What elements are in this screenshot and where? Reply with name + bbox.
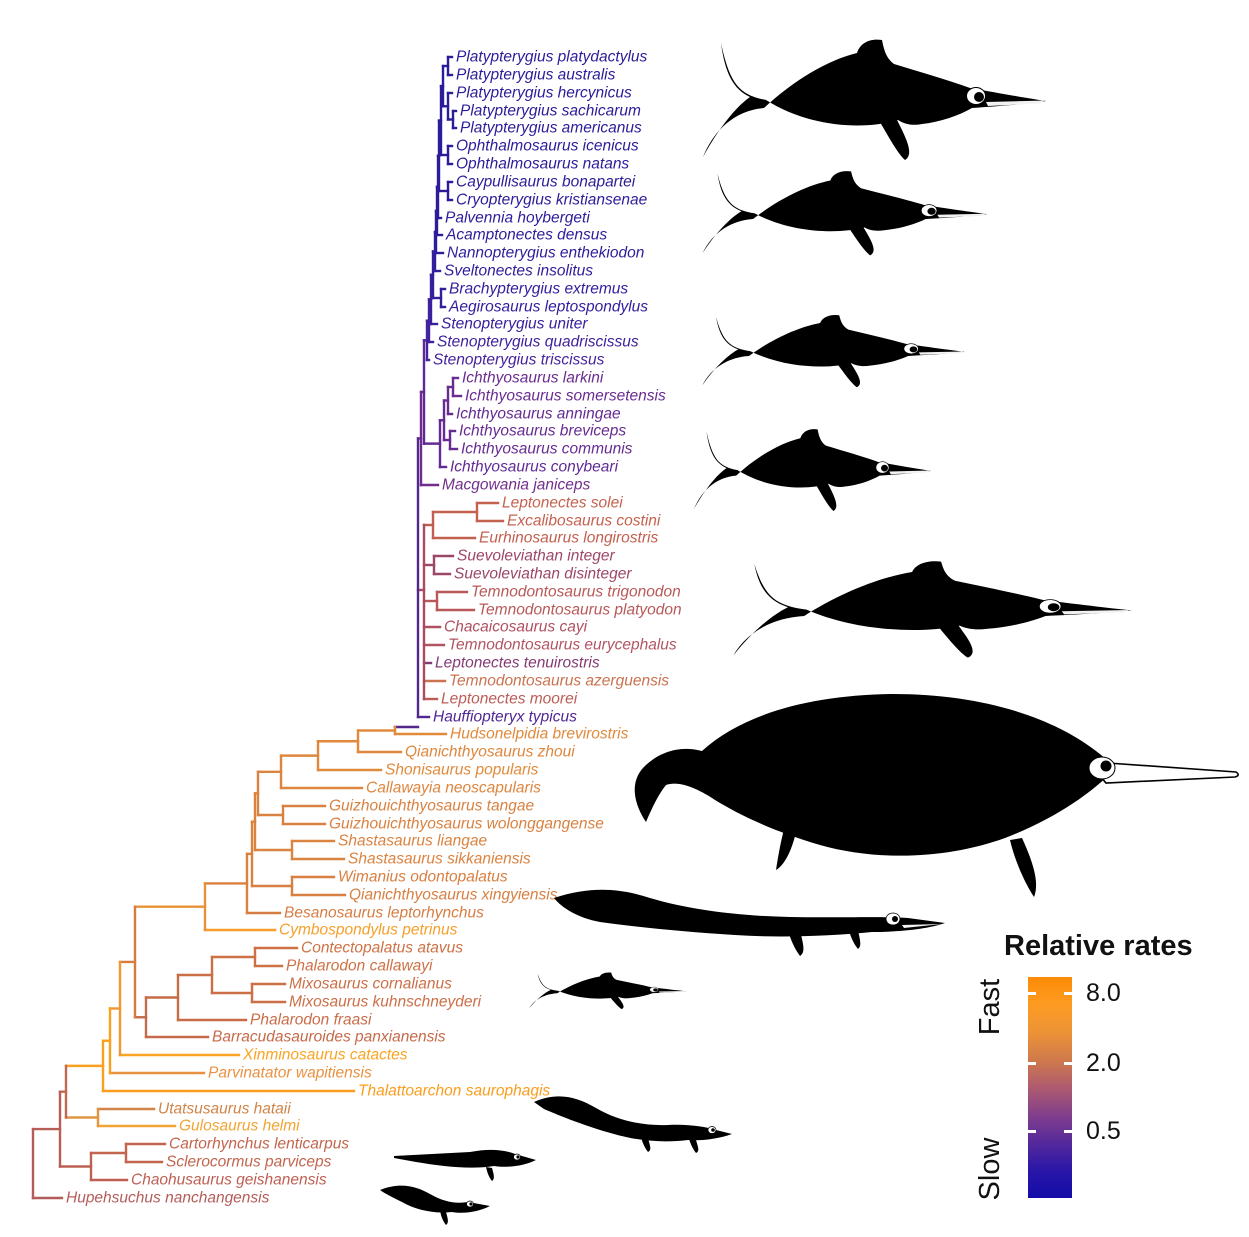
taxon-label: Acamptonectes densus	[445, 227, 607, 244]
taxon-label: Platypterygius platydactylus	[456, 49, 648, 66]
taxon-label: Ichthyosaurus breviceps	[459, 423, 626, 440]
ophthalmosaurus-silhouette	[702, 170, 988, 256]
taxon-label: Leptonectes solei	[502, 495, 623, 512]
taxon-label: Temnodontosaurus eurycephalus	[448, 637, 677, 654]
taxon-label: Barracudasauroides panxianensis	[212, 1029, 446, 1046]
taxon-label: Temnodontosaurus platyodon	[478, 602, 682, 619]
taxon-label: Callawayia neoscapularis	[366, 780, 541, 797]
taxon-label: Contectopalatus atavus	[301, 940, 463, 957]
taxon-label: Sveltonectes insolitus	[444, 263, 593, 280]
legend-tick-value: 0.5	[1086, 1117, 1121, 1145]
mixosaurus-silhouette	[529, 972, 687, 1010]
taxon-label: Excalibosaurus costini	[507, 513, 661, 530]
taxon-label: Stenopterygius uniter	[441, 316, 588, 333]
taxon-label: Suevoleviathan integer	[457, 548, 616, 565]
sclerocormus-silhouette	[394, 1149, 536, 1181]
legend-tick-mark	[1064, 1129, 1072, 1133]
platypterygius-silhouette	[702, 39, 1047, 161]
taxon-label: Phalarodon fraasi	[250, 1012, 372, 1029]
taxon-label: Hupehsuchus nanchangensis	[66, 1190, 270, 1207]
taxon-label: Nannopterygius enthekiodon	[447, 245, 644, 262]
temnodontosaurus-silhouette	[732, 560, 1132, 659]
taxon-label: Macgowania janiceps	[442, 477, 590, 494]
taxon-label: Aegirosaurus leptospondylus	[448, 299, 648, 316]
taxon-label: Sclerocormus parviceps	[166, 1154, 332, 1171]
legend-fast-label: Fast	[974, 978, 1006, 1036]
taxon-label: Temnodontosaurus azerguensis	[449, 673, 669, 690]
legend-tick-mark	[1028, 1061, 1036, 1065]
stenopterygius-silhouette	[701, 314, 966, 388]
taxon-label: Platypterygius americanus	[460, 120, 642, 137]
taxon-label: Leptonectes tenuirostris	[435, 655, 600, 672]
taxon-label: Shastasaurus liangae	[338, 833, 487, 850]
taxon-label: Ophthalmosaurus icenicus	[456, 138, 639, 155]
shonisaurus-silhouette	[634, 694, 1239, 897]
taxon-label: Eurhinosaurus longirostris	[479, 530, 658, 547]
taxon-label: Qianichthyosaurus xingyiensis	[349, 887, 558, 904]
taxon-label: Suevoleviathan disinteger	[454, 566, 632, 583]
taxon-label: Shonisaurus popularis	[385, 762, 539, 779]
taxon-label: Ophthalmosaurus natans	[456, 156, 629, 173]
taxon-label: Ichthyosaurus anningae	[456, 406, 621, 423]
taxon-label: Cartorhynchus lenticarpus	[169, 1136, 349, 1153]
taxon-label: Shastasaurus sikkaniensis	[348, 851, 531, 868]
taxon-label: Stenopterygius quadriscissus	[437, 334, 639, 351]
legend-colorbar	[1028, 977, 1072, 1198]
legend-title: Relative rates	[1004, 930, 1193, 962]
taxon-label: Ichthyosaurus communis	[461, 441, 633, 458]
taxon-label: Hudsonelpidia brevirostris	[450, 726, 629, 743]
taxon-label: Qianichthyosaurus zhoui	[405, 744, 575, 761]
taxon-label: Chacaicosaurus cayi	[444, 619, 588, 636]
taxon-label: Besanosaurus leptorhynchus	[284, 905, 484, 922]
legend-tick-mark	[1028, 1129, 1036, 1133]
taxon-label: Xinminosaurus catactes	[242, 1047, 408, 1064]
legend-tick-mark	[1064, 1061, 1072, 1065]
legend-slow-label: Slow	[974, 1137, 1006, 1201]
legend-tick-value: 2.0	[1086, 1049, 1121, 1077]
taxon-label: Chaohusaurus geishanensis	[131, 1172, 327, 1189]
taxon-label: Guizhouichthyosaurus wolonggangense	[329, 816, 604, 833]
taxon-label: Temnodontosaurus trigonodon	[471, 584, 681, 601]
taxon-label: Platypterygius sachicarum	[460, 103, 641, 120]
taxon-label: Mixosaurus cornalianus	[289, 976, 452, 993]
taxon-label: Cymbospondylus petrinus	[279, 922, 458, 939]
cymbospondylus-silhouette	[554, 889, 945, 956]
taxon-label: Leptonectes moorei	[441, 691, 578, 708]
taxon-label: Caypullisaurus bonapartei	[456, 174, 636, 191]
taxon-label: Brachypterygius extremus	[449, 281, 628, 298]
taxon-label: Ichthyosaurus conybeari	[450, 459, 619, 476]
taxon-label: Platypterygius australis	[456, 67, 616, 84]
taxon-label: Platypterygius hercynicus	[456, 85, 632, 102]
taxon-label: Gulosaurus helmi	[179, 1118, 300, 1135]
taxon-label: Hauffiopteryx typicus	[433, 709, 577, 726]
taxon-label: Ichthyosaurus somersetensis	[465, 388, 666, 405]
taxon-label: Thalattoarchon saurophagis	[358, 1083, 550, 1100]
taxon-label: Parvinatator wapitiensis	[208, 1065, 372, 1082]
taxon-label: Palvennia hoybergeti	[445, 210, 590, 227]
legend-tick-value: 8.0	[1086, 979, 1121, 1007]
legend-tick-mark	[1028, 991, 1036, 995]
taxon-label: Cryopterygius kristiansenae	[456, 192, 648, 209]
taxon-label: Phalarodon callawayi	[286, 958, 433, 975]
ichthyosaurus-silhouette	[693, 428, 932, 512]
taxon-label: Mixosaurus kuhnschneyderi	[289, 994, 482, 1011]
taxon-label: Wimanius odontopalatus	[338, 869, 508, 886]
silhouette-layer	[380, 39, 1239, 1225]
utatsusaurus-silhouette	[534, 1096, 732, 1153]
taxon-label: Stenopterygius triscissus	[433, 352, 605, 369]
taxon-label: Utatsusaurus hataii	[158, 1101, 291, 1118]
taxon-label: Guizhouichthyosaurus tangae	[329, 798, 534, 815]
legend-tick-mark	[1064, 991, 1072, 995]
chaohusaurus-silhouette	[380, 1185, 490, 1225]
taxon-label: Ichthyosaurus larkini	[462, 370, 604, 387]
